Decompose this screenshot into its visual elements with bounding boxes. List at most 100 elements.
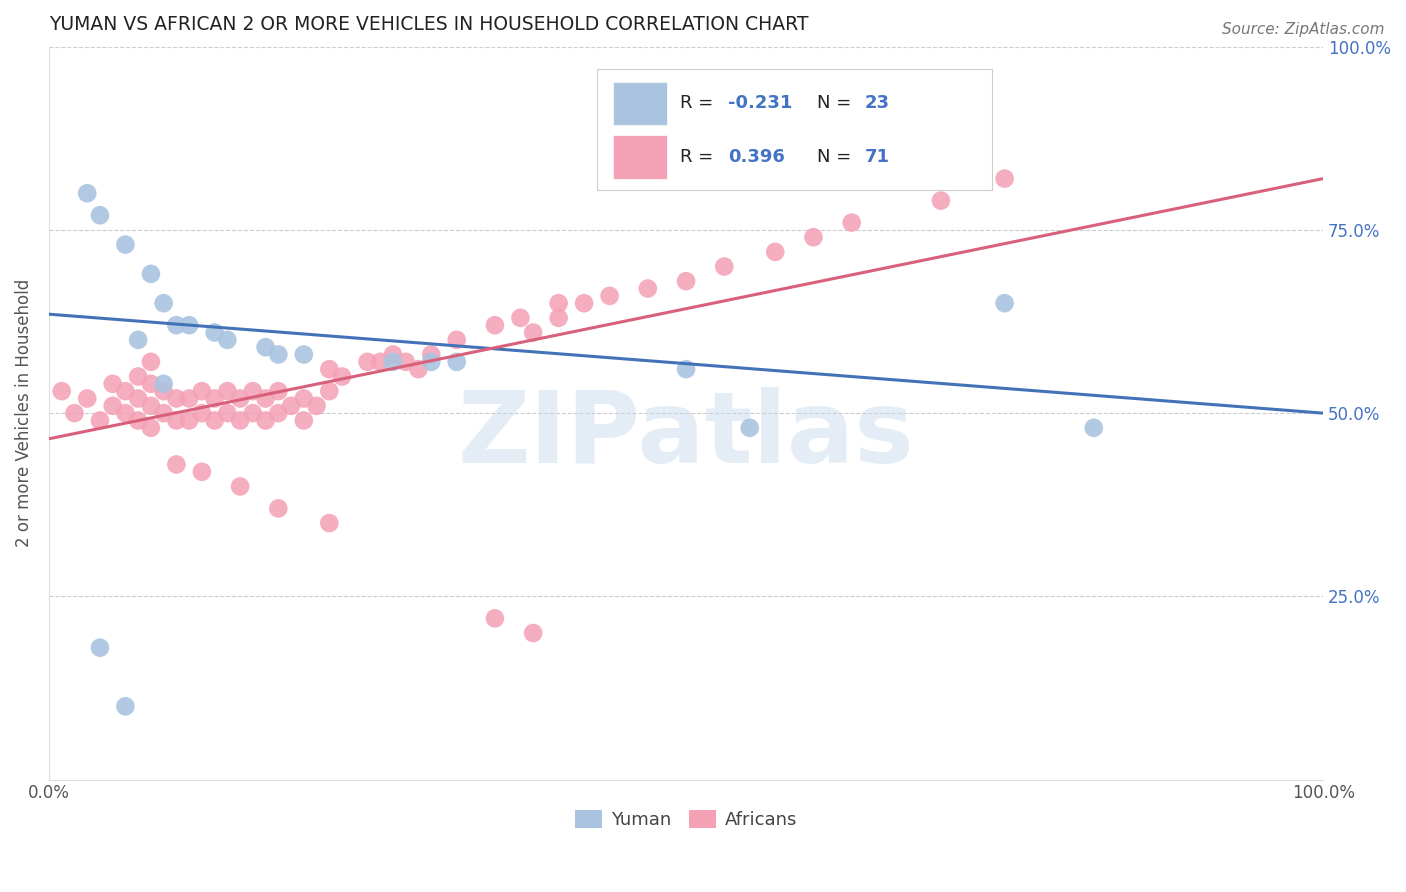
Point [637,281,659,295]
Point [599,289,621,303]
Text: Source: ZipAtlas.com: Source: ZipAtlas.com [1222,22,1385,37]
Point [509,310,531,325]
Point [267,347,290,361]
Point [89,413,111,427]
Point [165,392,187,406]
Point [280,399,302,413]
Point [368,355,391,369]
Point [484,318,506,333]
Point [165,458,187,472]
Point [152,384,174,399]
Point [127,369,149,384]
Point [267,384,290,399]
Point [217,406,239,420]
Point [330,369,353,384]
Point [229,413,252,427]
Point [292,413,315,427]
Point [522,326,544,340]
Point [229,479,252,493]
Point [841,216,863,230]
Point [229,392,252,406]
Point [803,230,825,244]
Point [127,413,149,427]
Point [292,392,315,406]
Point [994,296,1017,310]
Point [51,384,73,399]
FancyBboxPatch shape [613,136,666,178]
Point [89,640,111,655]
Point [484,611,506,625]
Point [254,392,277,406]
Point [292,347,315,361]
Point [101,376,124,391]
Point [191,406,214,420]
Point [179,318,201,333]
Point [254,413,277,427]
Point [191,465,214,479]
Point [738,421,761,435]
FancyBboxPatch shape [598,69,991,190]
Point [76,392,98,406]
Point [318,384,340,399]
FancyBboxPatch shape [613,82,666,125]
Point [675,362,697,376]
Point [152,406,174,420]
Point [446,333,468,347]
Point [217,333,239,347]
Point [318,516,340,530]
Point [305,399,328,413]
Point [318,362,340,376]
Point [217,384,239,399]
Point [763,244,786,259]
Point [204,392,226,406]
Point [114,699,136,714]
Point [254,340,277,354]
Point [165,413,187,427]
Point [114,406,136,420]
Point [76,186,98,201]
Point [152,376,174,391]
Point [165,318,187,333]
Point [675,274,697,288]
Point [929,194,952,208]
Text: R =: R = [679,147,718,166]
Point [127,392,149,406]
Point [547,296,569,310]
Point [994,171,1017,186]
Point [179,392,201,406]
Point [152,296,174,310]
Text: ZIPatlas: ZIPatlas [457,386,914,483]
Point [114,384,136,399]
Text: -0.231: -0.231 [728,94,793,112]
Point [522,626,544,640]
Point [408,362,430,376]
Text: R =: R = [679,94,718,112]
Point [114,237,136,252]
Point [63,406,86,420]
Y-axis label: 2 or more Vehicles in Household: 2 or more Vehicles in Household [15,279,32,548]
Point [139,421,162,435]
Point [89,208,111,222]
Point [382,355,405,369]
Point [127,333,149,347]
Legend: Yuman, Africans: Yuman, Africans [568,803,804,837]
Text: 23: 23 [865,94,890,112]
Point [420,347,443,361]
Point [420,355,443,369]
Text: YUMAN VS AFRICAN 2 OR MORE VEHICLES IN HOUSEHOLD CORRELATION CHART: YUMAN VS AFRICAN 2 OR MORE VEHICLES IN H… [49,15,808,34]
Point [446,355,468,369]
Text: 71: 71 [865,147,890,166]
Point [267,406,290,420]
Point [1083,421,1105,435]
Point [547,310,569,325]
Point [713,260,735,274]
Point [242,384,264,399]
Point [179,413,201,427]
Point [139,399,162,413]
Text: 0.396: 0.396 [728,147,785,166]
Point [139,376,162,391]
Point [267,501,290,516]
Point [356,355,378,369]
Point [139,267,162,281]
Point [395,355,418,369]
